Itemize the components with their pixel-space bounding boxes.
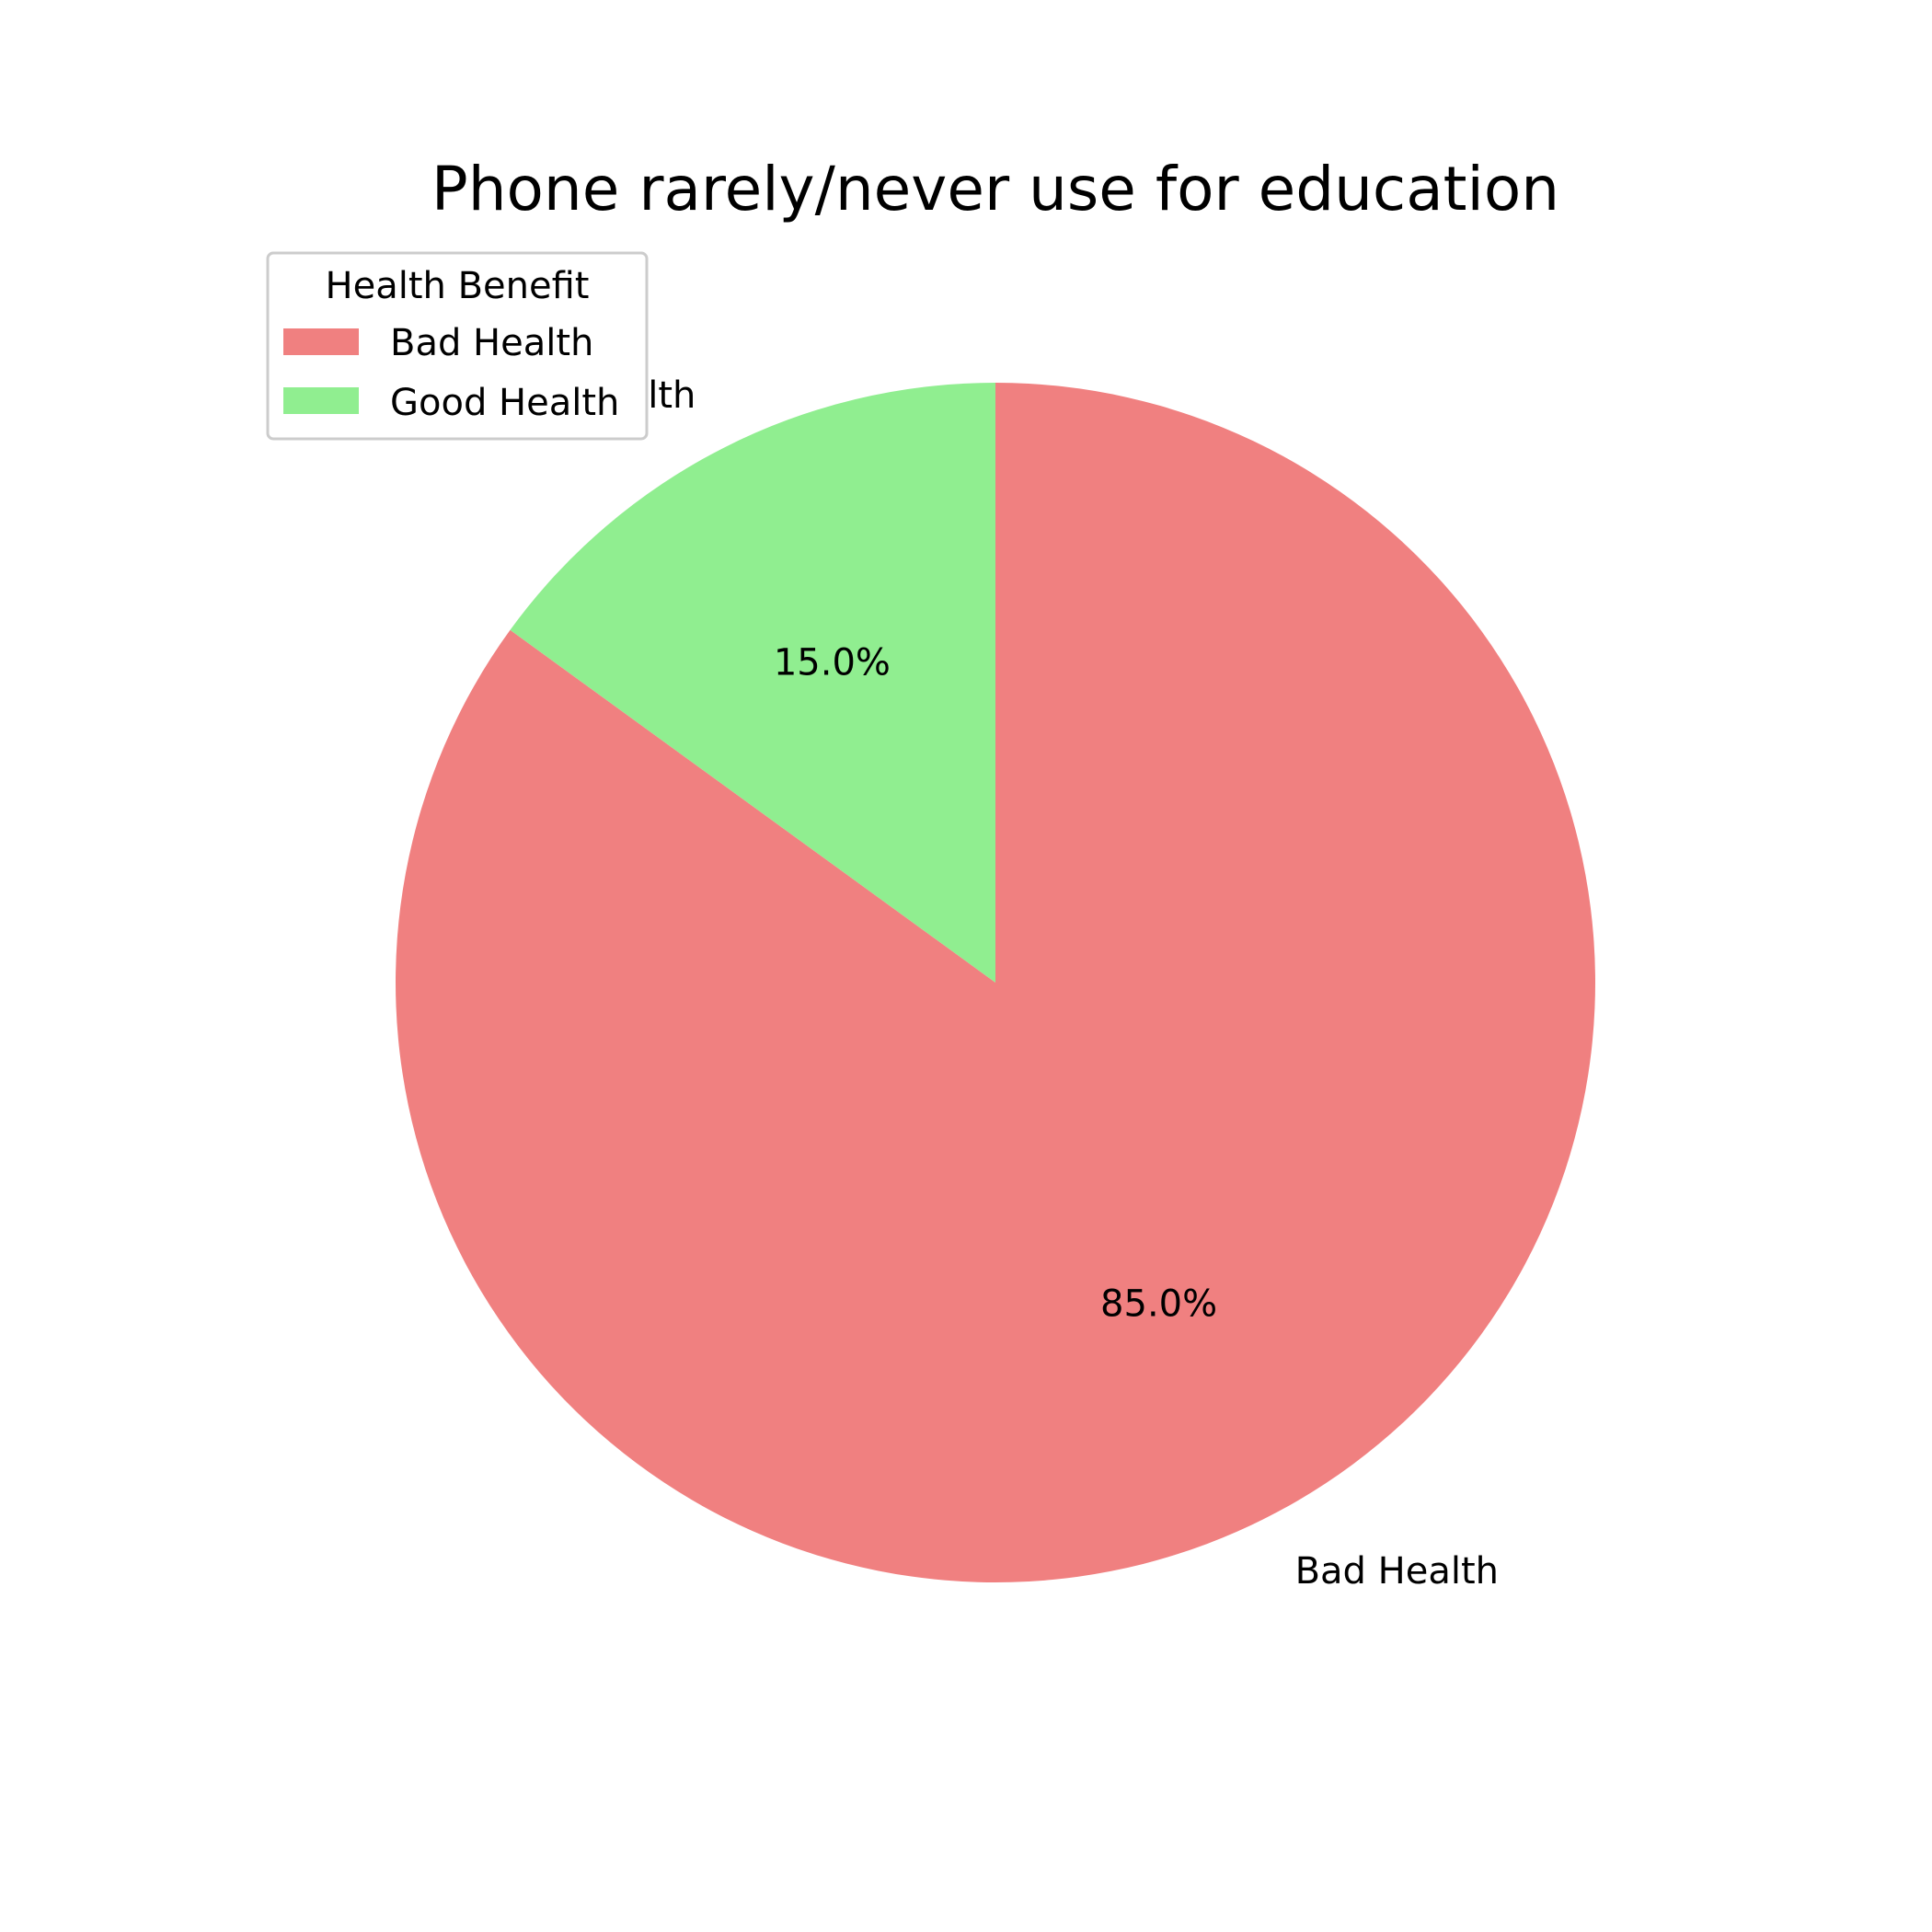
pie-slices: [395, 383, 1596, 1582]
legend-frame: [266, 251, 649, 441]
legend-swatch-bad-health: [283, 328, 359, 355]
legend: Health Benefit Bad Health Good Health: [266, 251, 649, 441]
slice-label-bad-health: Bad Health: [1295, 1550, 1499, 1593]
chart-title: Phone rarely/never use for education: [431, 154, 1559, 224]
legend-swatch-good-health: [283, 387, 359, 414]
percent-label-good-health: 15.0%: [774, 641, 891, 684]
percent-label-bad-health: 85.0%: [1100, 1283, 1217, 1326]
pie-slice-good-health: [510, 383, 995, 983]
legend-label-good-health: Good Health: [390, 382, 619, 424]
legend-label-bad-health: Bad Health: [390, 322, 593, 364]
legend-title: Health Benefit: [326, 265, 590, 307]
